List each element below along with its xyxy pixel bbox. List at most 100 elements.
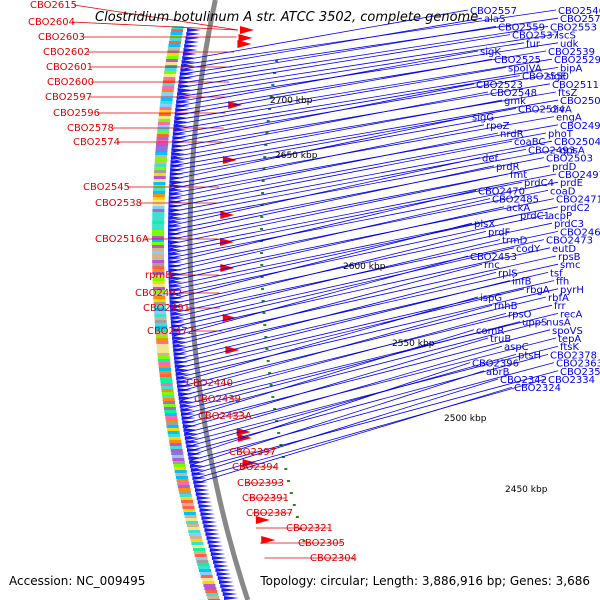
gc-dot xyxy=(302,540,306,542)
reverse-gene-arrow xyxy=(204,528,219,532)
reverse-leader-line xyxy=(174,263,483,346)
reverse-gene-label: ffh xyxy=(556,277,569,288)
forward-gene-arrow xyxy=(220,211,235,219)
reverse-gene-label: recA xyxy=(560,309,583,320)
cog-segment xyxy=(174,467,187,470)
reverse-gene-label: CBO2557 xyxy=(470,6,517,17)
gc-dot xyxy=(260,204,264,206)
reverse-leader-line xyxy=(171,108,549,176)
reverse-gene-arrow xyxy=(189,460,204,464)
cog-segment xyxy=(159,110,172,113)
reverse-gene-arrow xyxy=(186,32,201,36)
reverse-gene-label: CBO2511 xyxy=(552,80,599,91)
reverse-gene-arrow xyxy=(179,76,194,80)
kbp-tick-label: 2650 kbp xyxy=(275,151,318,161)
cog-segment xyxy=(152,248,165,251)
cog-segment xyxy=(157,125,170,128)
reverse-gene-arrow xyxy=(179,400,194,404)
reverse-gene-label: engA xyxy=(556,113,582,124)
cog-segment xyxy=(156,137,169,140)
gc-dot xyxy=(281,456,285,458)
reverse-gene-label: rbgA xyxy=(526,285,550,296)
reverse-gene-arrow xyxy=(199,508,214,512)
cog-segment xyxy=(186,524,199,527)
reverse-gene-arrow xyxy=(180,412,196,416)
cog-segment xyxy=(168,437,181,440)
reverse-gene-arrow xyxy=(168,252,183,256)
reverse-gene-arrow xyxy=(188,456,203,460)
reverse-gene-arrow xyxy=(170,164,185,168)
cog-segment xyxy=(172,461,185,464)
reverse-gene-label: CBO2496 xyxy=(560,121,600,132)
accession-text: Accession: NC_009495 xyxy=(9,574,145,588)
cog-segment xyxy=(188,530,201,533)
cog-segment xyxy=(161,92,174,95)
reverse-leader-line xyxy=(172,99,503,162)
reverse-leader-line xyxy=(173,255,469,337)
cog-segment xyxy=(153,299,166,302)
reverse-gene-label: CBO2524 xyxy=(518,104,565,115)
cog-segment xyxy=(156,347,169,350)
reverse-gene-arrow xyxy=(210,552,226,556)
reverse-leader-line xyxy=(171,222,473,300)
cog-segment xyxy=(193,548,206,551)
gc-dot xyxy=(260,228,264,230)
cog-segment xyxy=(156,341,169,344)
cog-segment xyxy=(166,422,179,425)
cog-segment xyxy=(152,203,165,206)
reverse-gene-label: frr xyxy=(554,301,566,312)
reverse-gene-arrow xyxy=(177,88,192,92)
reverse-gene-arrow xyxy=(168,208,183,212)
reverse-gene-arrow xyxy=(184,44,199,48)
reverse-gene-arrow xyxy=(169,300,184,304)
gc-dot xyxy=(263,156,267,158)
label-leaders xyxy=(71,4,559,559)
reverse-leader-line xyxy=(181,17,559,75)
kbp-tick-label: 2450 kbp xyxy=(505,485,548,495)
gc-dot xyxy=(271,396,275,398)
cog-segment xyxy=(203,584,216,587)
reverse-leader-line xyxy=(171,222,553,305)
reverse-gene-arrow xyxy=(169,292,184,296)
cog-segment xyxy=(165,62,178,65)
reverse-leader-line xyxy=(173,247,551,332)
gc-dot xyxy=(273,408,277,410)
gc-dot xyxy=(277,432,281,434)
cog-segment xyxy=(162,86,175,89)
forward-gene-labels: CBO2615 CBO2604 CBO2603 CBO2602 CBO2601 CBO26… xyxy=(28,0,357,564)
forward-gene-label: rpmB xyxy=(145,270,172,281)
reverse-leader-line xyxy=(169,165,495,236)
reverse-gene-arrow xyxy=(181,416,196,420)
reverse-gene-label: rplS xyxy=(498,268,518,279)
reverse-gene-label: rpoZ xyxy=(486,121,510,132)
reverse-gene-label: rnhB xyxy=(494,301,518,312)
reverse-leader-line xyxy=(174,255,557,341)
cog-segment xyxy=(153,290,166,293)
cog-segment xyxy=(166,53,179,56)
reverse-leader-line xyxy=(177,50,547,111)
reverse-gene-label: divA xyxy=(550,104,572,115)
reverse-gene-label: ftsZ xyxy=(558,88,577,99)
reverse-gene-labels: CBO2557CBO2546alaSCBO2571CBO2559CBO2553C… xyxy=(470,6,600,394)
cog-segment xyxy=(166,56,179,59)
cog-segment xyxy=(152,257,165,260)
cog-segment xyxy=(205,590,218,593)
reverse-leader-line xyxy=(170,181,559,259)
reverse-gene-label: CBO2485 xyxy=(492,195,539,206)
reverse-gene-arrow xyxy=(198,504,213,508)
reverse-gene-arrow xyxy=(173,124,188,128)
gc-dot xyxy=(261,288,265,290)
reverse-gene-arrow xyxy=(168,240,183,244)
reverse-gene-label: sigE xyxy=(546,72,567,83)
cog-segment xyxy=(153,185,166,188)
cog-segment xyxy=(197,563,210,566)
gc-dot xyxy=(299,528,303,530)
cog-segment xyxy=(171,29,184,32)
reverse-gene-arrow xyxy=(175,104,190,108)
reverse-leader-line xyxy=(175,67,507,125)
cog-segment xyxy=(152,197,165,200)
cog-segment xyxy=(163,404,176,407)
cog-segment xyxy=(166,59,179,62)
reverse-gene-arrow xyxy=(169,180,184,184)
kbp-tick-label: 2550 kbp xyxy=(392,339,435,349)
